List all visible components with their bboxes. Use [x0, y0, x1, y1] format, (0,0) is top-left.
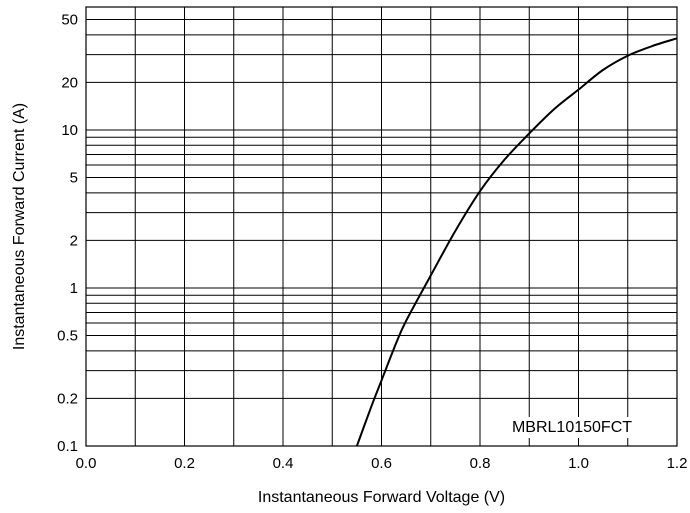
y-tick-label: 10 — [61, 122, 78, 139]
x-tick-label: 1.2 — [667, 455, 688, 472]
plot-frame — [85, 6, 678, 447]
y-tick-label: 5 — [70, 170, 78, 187]
x-axis-ticks: 0.0 0.2 0.4 0.6 0.8 1.0 1.2 — [76, 455, 688, 472]
forward-characteristic-curve — [355, 37, 678, 447]
x-axis-label: Instantaneous Forward Voltage (V) — [258, 489, 505, 506]
part-number-label-background — [508, 417, 636, 438]
plot-area — [355, 37, 678, 447]
part-number-label: MBRL10150FCT — [512, 419, 632, 436]
x-tick-label: 0.4 — [273, 455, 294, 472]
y-tick-label: 50 — [61, 12, 78, 29]
y-tick-label: 0.5 — [57, 328, 78, 345]
y-axis-ticks: 0.1 0.2 0.5 1 2 5 10 20 50 — [57, 12, 78, 455]
grid — [86, 7, 677, 446]
y-tick-label: 1 — [70, 280, 78, 297]
x-tick-label: 1.0 — [568, 455, 589, 472]
y-tick-label: 0.1 — [57, 438, 78, 455]
y-axis-label: Instantaneous Forward Current (A) — [11, 103, 28, 350]
x-tick-label: 0.6 — [371, 455, 392, 472]
x-tick-label: 0.2 — [174, 455, 195, 472]
y-tick-label: 20 — [61, 74, 78, 91]
x-tick-label: 0.8 — [470, 455, 491, 472]
y-tick-label: 0.2 — [57, 390, 78, 407]
x-tick-label: 0.0 — [76, 455, 97, 472]
y-tick-label: 2 — [70, 232, 78, 249]
